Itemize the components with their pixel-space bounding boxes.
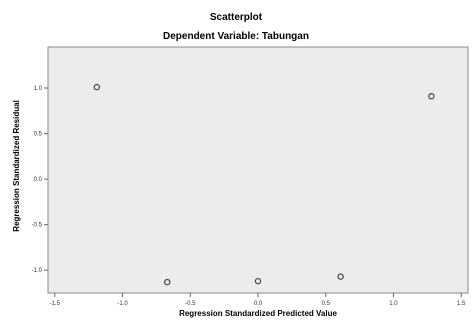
y-tick-label: 0.5 xyxy=(34,132,43,138)
scatter-point xyxy=(428,92,435,100)
x-axis: -1.5 -1.0 -0.5 0.0 0.5 1.0 1.5 xyxy=(50,293,466,307)
y-tick-label: 0.0 xyxy=(34,177,43,183)
chart-subtitle: Dependent Variable: Tabungan xyxy=(163,31,309,42)
y-tick-label: -0.5 xyxy=(32,223,43,229)
scatter-point xyxy=(337,273,344,280)
plot-area xyxy=(47,46,469,294)
x-tick-label: 0.0 xyxy=(254,301,263,307)
data-points xyxy=(93,83,435,286)
y-tick-label: 1.0 xyxy=(34,86,43,92)
x-tick-label: 1.0 xyxy=(389,301,398,307)
y-tick-label: -1.0 xyxy=(32,268,43,274)
x-tick-label: -1.0 xyxy=(117,301,128,307)
chart-title: Scatterplot xyxy=(210,12,263,23)
x-tick-label: -1.5 xyxy=(50,301,61,307)
scatter-point xyxy=(164,278,171,286)
x-tick-label: -0.5 xyxy=(185,301,196,307)
x-tick-label: 0.5 xyxy=(322,301,331,307)
y-axis: -1.0 -0.5 0.0 0.5 1.0 xyxy=(32,86,48,274)
x-tick-label: 1.5 xyxy=(457,301,466,307)
scatter-point xyxy=(93,83,100,91)
x-axis-title: Regression Standardized Predicted Value xyxy=(179,309,337,318)
scatter-point xyxy=(254,277,262,285)
y-axis-title: Regression Standardized Residual xyxy=(12,100,21,232)
